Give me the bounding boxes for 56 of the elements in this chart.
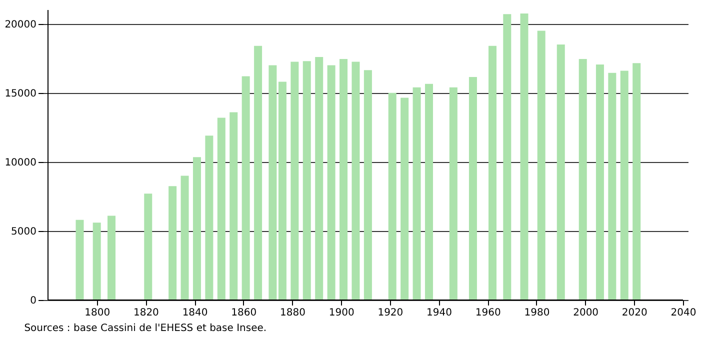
x-tick-label: 1960 xyxy=(475,308,501,318)
bar xyxy=(578,59,587,300)
bar xyxy=(315,56,324,300)
bar xyxy=(242,76,250,300)
x-tick-label: 1800 xyxy=(84,308,110,318)
x-tick-label: 1860 xyxy=(231,308,257,318)
bar xyxy=(400,98,409,300)
bar xyxy=(108,216,116,300)
bar xyxy=(92,222,101,300)
x-tick-label: 1980 xyxy=(524,308,550,318)
bar xyxy=(412,87,421,300)
x-tick-label: 1840 xyxy=(182,308,208,318)
bar xyxy=(217,118,226,300)
x-tick-label: 1940 xyxy=(426,308,452,318)
bar xyxy=(488,46,496,300)
bar xyxy=(76,220,84,300)
bar xyxy=(302,61,311,300)
bar xyxy=(230,112,238,300)
bar xyxy=(180,176,189,300)
y-tick-label: 10000 xyxy=(4,157,36,168)
bar xyxy=(468,76,477,300)
bar xyxy=(620,70,628,300)
bar xyxy=(290,62,299,300)
x-tick-label: 1880 xyxy=(280,308,306,318)
y-tick-label: 5000 xyxy=(11,226,36,238)
bar xyxy=(596,64,604,300)
bar xyxy=(168,186,177,300)
x-tick-label: 1900 xyxy=(328,308,354,318)
bar xyxy=(327,65,336,300)
bar xyxy=(205,136,214,300)
y-tick-label: 0 xyxy=(30,296,36,306)
source-note: Sources : base Cassini de l'EHESS et base Insee. xyxy=(24,323,267,334)
bar xyxy=(503,14,512,300)
bar xyxy=(632,63,641,300)
bar xyxy=(449,87,458,300)
y-tick-label: 15000 xyxy=(4,88,36,100)
bar xyxy=(192,157,201,300)
x-tick-label: 1920 xyxy=(378,308,404,318)
bar xyxy=(340,59,348,300)
bar xyxy=(537,30,546,300)
bar xyxy=(352,62,360,300)
x-tick-label: 2040 xyxy=(670,308,696,318)
bar xyxy=(520,13,528,300)
bar xyxy=(425,84,433,300)
bar xyxy=(556,44,565,300)
bar xyxy=(278,82,286,300)
x-tick-label: 1820 xyxy=(133,308,159,318)
bar xyxy=(364,70,372,300)
bar xyxy=(254,46,262,300)
y-tick-label: 20000 xyxy=(4,19,36,30)
bar xyxy=(144,194,152,300)
x-tick-label: 2000 xyxy=(573,308,599,318)
bar xyxy=(268,65,277,300)
bar xyxy=(388,92,396,300)
bar xyxy=(608,72,616,300)
x-tick-label: 2020 xyxy=(622,308,648,318)
